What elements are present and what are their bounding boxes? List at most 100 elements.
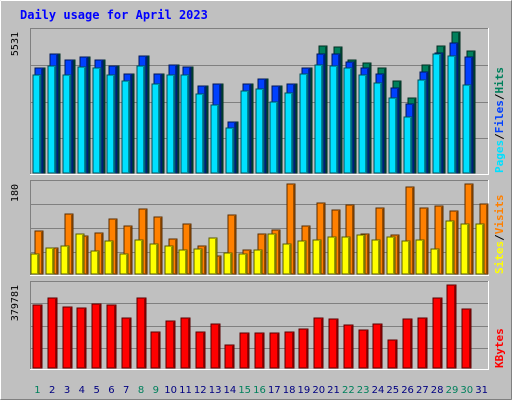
bar-sites-shade-day-15 [245, 255, 247, 274]
bar-kbytes-day-12 [195, 331, 206, 369]
bar-sites-shade-day-14 [230, 254, 232, 274]
panel-visits: 180 Sites/Visits [10, 180, 506, 276]
bar-kbytes-day-29 [446, 284, 457, 369]
bar-pages-shade-day-25 [395, 99, 397, 173]
bar-files-shade-day-28 [441, 54, 443, 173]
bar-kbytes-shade-day-1 [40, 306, 42, 368]
bar-pages-day-8 [136, 65, 146, 174]
bar-hits-shade-day-3 [73, 61, 75, 173]
bar-kbytes-shade-day-13 [218, 325, 220, 368]
x-tick-label-day-12: 12 [194, 385, 207, 396]
bar-visits-shade-day-22 [352, 206, 354, 274]
bar-sites-shade-day-18 [289, 245, 291, 274]
bar-visits-shade-day-13 [219, 257, 221, 274]
legend-separator: / [493, 234, 506, 241]
bar-kbytes-day-10 [165, 320, 176, 369]
bar-pages-shade-day-3 [69, 76, 71, 173]
bar-visits-shade-day-16 [264, 235, 266, 274]
bar-sites-day-17 [267, 233, 277, 275]
bar-sites-day-28 [430, 248, 440, 275]
bar-sites-day-5 [90, 250, 100, 275]
bar-pages-shade-day-27 [424, 81, 426, 173]
bar-pages-shade-day-5 [99, 69, 101, 173]
bar-pages-shade-day-22 [350, 69, 352, 173]
x-tick-label-day-6: 6 [108, 385, 114, 396]
bar-pages-day-25 [388, 97, 398, 174]
bar-pages-shade-day-21 [336, 67, 338, 173]
bar-kbytes-shade-day-12 [203, 333, 205, 368]
bar-sites-shade-day-7 [126, 255, 128, 274]
bar-hits-shade-day-9 [162, 75, 164, 173]
bar-sites-shade-day-25 [393, 238, 395, 274]
bar-visits-shade-day-17 [278, 231, 280, 274]
bar-sites-day-13 [208, 237, 218, 275]
bar-files-shade-day-10 [175, 66, 177, 173]
bar-kbytes-shade-day-21 [336, 320, 338, 368]
bar-sites-day-3 [60, 245, 70, 275]
bar-visits-shade-day-29 [456, 212, 458, 274]
bar-sites-day-22 [341, 236, 351, 275]
bar-files-shade-day-19 [308, 69, 310, 173]
bar-kbytes-day-16 [254, 332, 265, 369]
x-tick-label-day-16: 16 [253, 385, 266, 396]
bar-sites-shade-day-29 [452, 222, 454, 274]
chart-title: Daily usage for April 2023 [20, 8, 208, 22]
bar-hits-shade-day-16 [266, 80, 268, 173]
bar-kbytes-shade-day-5 [99, 305, 101, 368]
bar-pages-day-14 [225, 127, 235, 174]
bar-kbytes-shade-day-28 [440, 299, 442, 368]
bar-files-shade-day-7 [130, 75, 132, 173]
bar-sites-shade-day-5 [97, 252, 99, 274]
bar-kbytes-day-23 [358, 329, 369, 369]
x-tick-label-day-13: 13 [209, 385, 222, 396]
bar-pages-day-19 [299, 73, 309, 174]
bar-visits-shade-day-7 [130, 227, 132, 274]
bar-sites-shade-day-9 [156, 245, 158, 274]
bar-sites-day-15 [238, 253, 248, 275]
bar-pages-shade-day-26 [410, 118, 412, 173]
bar-kbytes-shade-day-3 [70, 308, 72, 368]
bar-pages-day-2 [47, 65, 57, 174]
bar-hits-shade-day-28 [443, 47, 445, 173]
bar-hits-shade-day-12 [206, 87, 208, 173]
bar-sites-shade-day-28 [437, 250, 439, 274]
bar-pages-shade-day-14 [232, 129, 234, 173]
bar-pages-day-4 [77, 66, 87, 174]
bar-sites-shade-day-3 [67, 247, 69, 274]
bar-sites-day-30 [460, 223, 470, 275]
bar-files-shade-day-24 [382, 75, 384, 173]
bar-files-shade-day-14 [234, 123, 236, 173]
bar-visits-shade-day-25 [397, 236, 399, 274]
bar-sites-shade-day-2 [52, 249, 54, 274]
bar-visits-shade-day-20 [323, 204, 325, 274]
bar-sites-shade-day-30 [467, 225, 469, 274]
bar-sites-day-12 [193, 248, 203, 275]
bar-pages-day-23 [358, 74, 368, 174]
bar-pages-day-17 [269, 101, 279, 174]
bar-pages-shade-day-19 [306, 75, 308, 173]
bar-visits-shade-day-23 [367, 235, 369, 274]
bar-hits-shade-day-24 [384, 69, 386, 173]
bar-hits-shade-day-4 [88, 58, 90, 173]
bar-pages-shade-day-7 [128, 82, 130, 173]
bar-sites-shade-day-13 [215, 239, 217, 274]
bar-pages-day-12 [195, 93, 205, 174]
x-tick-label-day-15: 15 [238, 385, 251, 396]
bar-pages-shade-day-4 [84, 68, 86, 173]
bar-kbytes-shade-day-18 [292, 333, 294, 368]
bar-sites-day-7 [119, 253, 129, 275]
bar-files-shade-day-17 [278, 87, 280, 173]
bar-hits-shade-day-25 [399, 82, 401, 173]
legend-visits: Visits [493, 195, 506, 235]
bar-kbytes-shade-day-9 [158, 333, 160, 368]
bar-kbytes-day-26 [402, 318, 413, 369]
bar-files-shade-day-3 [71, 61, 73, 173]
bar-visits-shade-day-31 [486, 205, 488, 274]
x-tick-label-day-11: 11 [179, 385, 192, 396]
bar-sites-shade-day-16 [260, 251, 262, 274]
bar-kbytes-shade-day-11 [188, 319, 190, 368]
bar-pages-shade-day-29 [454, 57, 456, 173]
bar-sites-shade-day-26 [408, 242, 410, 274]
bar-sites-day-8 [134, 239, 144, 275]
